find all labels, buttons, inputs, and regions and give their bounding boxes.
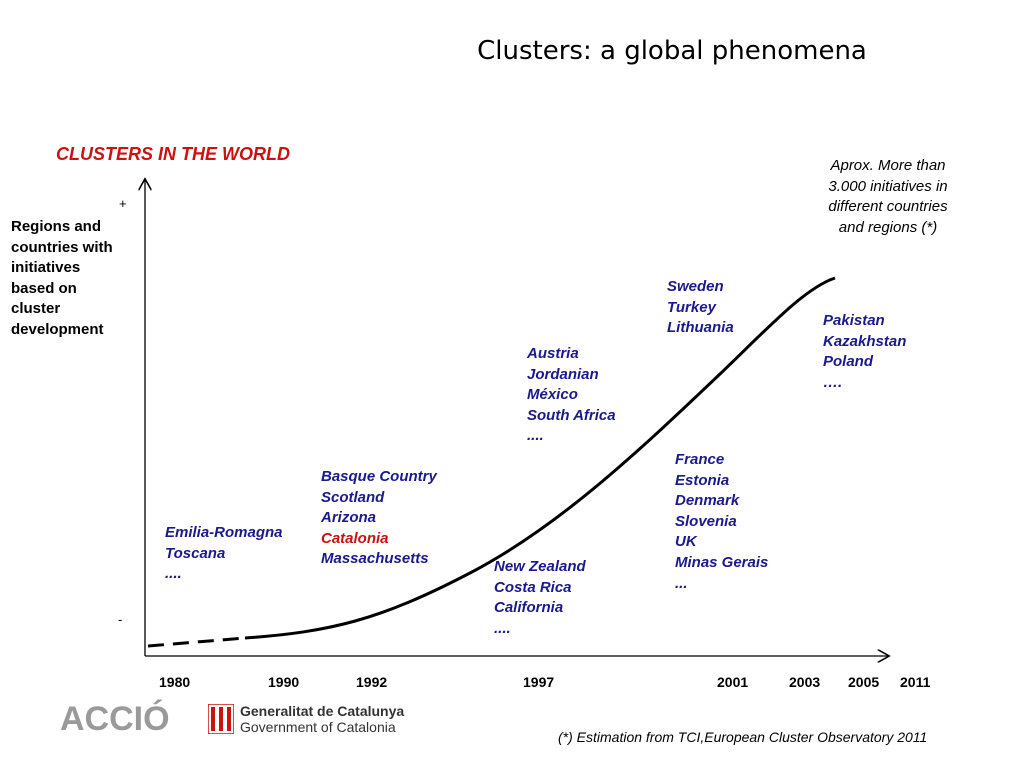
group-item: New Zealand <box>494 558 586 575</box>
y-axis-label-line: based on <box>11 279 77 297</box>
group-item: .... <box>527 427 544 445</box>
y-axis-bottom-marker: - <box>118 612 123 627</box>
note-line: Aprox. More than <box>830 157 946 174</box>
group-2001: France Estonia Denmark Slovenia UK Minas… <box>675 450 768 594</box>
note-line: and regions (*) <box>838 218 938 236</box>
y-axis-label-line: development <box>11 320 104 338</box>
accio-logo: ACCIÓ <box>60 700 170 738</box>
group-1990: Basque Country Scotland Arizona Cataloni… <box>321 467 437 570</box>
group-item: .... <box>165 565 182 583</box>
estimate-note: Aprox. More than 3.000 initiatives in di… <box>810 156 966 238</box>
group-item: Denmark <box>675 492 740 510</box>
diagram-subtitle: CLUSTERS IN THE WORLD <box>56 144 290 164</box>
group-item: Massachusetts <box>321 550 429 568</box>
group-item: Slovenia <box>675 512 737 530</box>
group-item: Poland <box>823 353 874 371</box>
y-axis-label-line: Regions and <box>11 218 102 235</box>
group-item-highlighted: Catalonia <box>321 529 389 547</box>
group-item: Toscana <box>165 544 226 562</box>
group-item: Turkey <box>667 298 716 316</box>
group-item: Emilia-Romagna <box>165 524 283 541</box>
group-1980: Emilia-Romagna Toscana .... <box>165 523 283 585</box>
generalitat-logo-text: Generalitat de Catalunya Government of C… <box>240 703 404 735</box>
group-item: .... <box>494 619 511 637</box>
group-2003: Sweden Turkey Lithuania <box>667 277 734 339</box>
x-tick-label: 1992 <box>356 674 388 690</box>
y-axis-label-line: initiatives <box>11 259 81 276</box>
group-item: Kazakhstan <box>823 332 907 350</box>
x-tick-label: 2001 <box>717 674 749 690</box>
group-item: Jordanian <box>527 365 599 383</box>
group-item: Austria <box>527 345 579 362</box>
x-tick-label: 1990 <box>268 674 300 690</box>
x-tick-label: 1997 <box>523 674 555 690</box>
source-footnote: (*) Estimation from TCI,European Cluster… <box>558 729 928 745</box>
group-item: Scotland <box>321 488 385 506</box>
note-line: different countries <box>828 198 948 215</box>
growth-curve <box>244 276 836 640</box>
group-item: México <box>527 386 578 404</box>
note-line: 3.000 initiatives in <box>828 177 948 195</box>
x-tick-label: 1980 <box>159 674 191 690</box>
group-item: Arizona <box>321 509 377 527</box>
y-axis-label-line: countries with <box>11 238 113 256</box>
group-1992: New Zealand Costa Rica California .... <box>494 557 586 639</box>
generalitat-name: Generalitat de Catalunya <box>240 703 405 719</box>
group-item: Estonia <box>675 471 730 489</box>
government-name: Government of Catalonia <box>240 719 396 735</box>
group-item: Basque Country <box>321 468 437 485</box>
group-item: Minas Gerais <box>675 553 769 571</box>
group-item: Lithuania <box>667 319 734 337</box>
group-item: ... <box>675 574 688 592</box>
group-item: South Africa <box>527 406 616 424</box>
group-1997: Austria Jordanian México South Africa ..… <box>527 344 616 447</box>
y-axis-top-marker: + <box>119 196 127 211</box>
y-axis-label-line: cluster <box>11 300 61 317</box>
group-item: Pakistan <box>823 312 885 329</box>
x-tick-label: 2005 <box>848 674 880 690</box>
growth-curve-dashed <box>147 636 246 648</box>
group-item: France <box>675 451 725 468</box>
group-item: Sweden <box>667 278 724 295</box>
x-tick-label: 2003 <box>789 674 821 690</box>
group-item: Costa Rica <box>494 578 572 596</box>
y-axis-label: Regions and countries with initiatives b… <box>11 217 136 340</box>
x-tick-label: 2011 <box>900 674 931 690</box>
group-item: …. <box>823 373 843 391</box>
generalitat-flag-icon <box>208 704 234 734</box>
group-2011: Pakistan Kazakhstan Poland …. <box>823 311 906 393</box>
group-item: California <box>494 599 564 617</box>
group-item: UK <box>675 533 697 551</box>
page-title: Clusters: a global phenomena <box>477 36 867 66</box>
